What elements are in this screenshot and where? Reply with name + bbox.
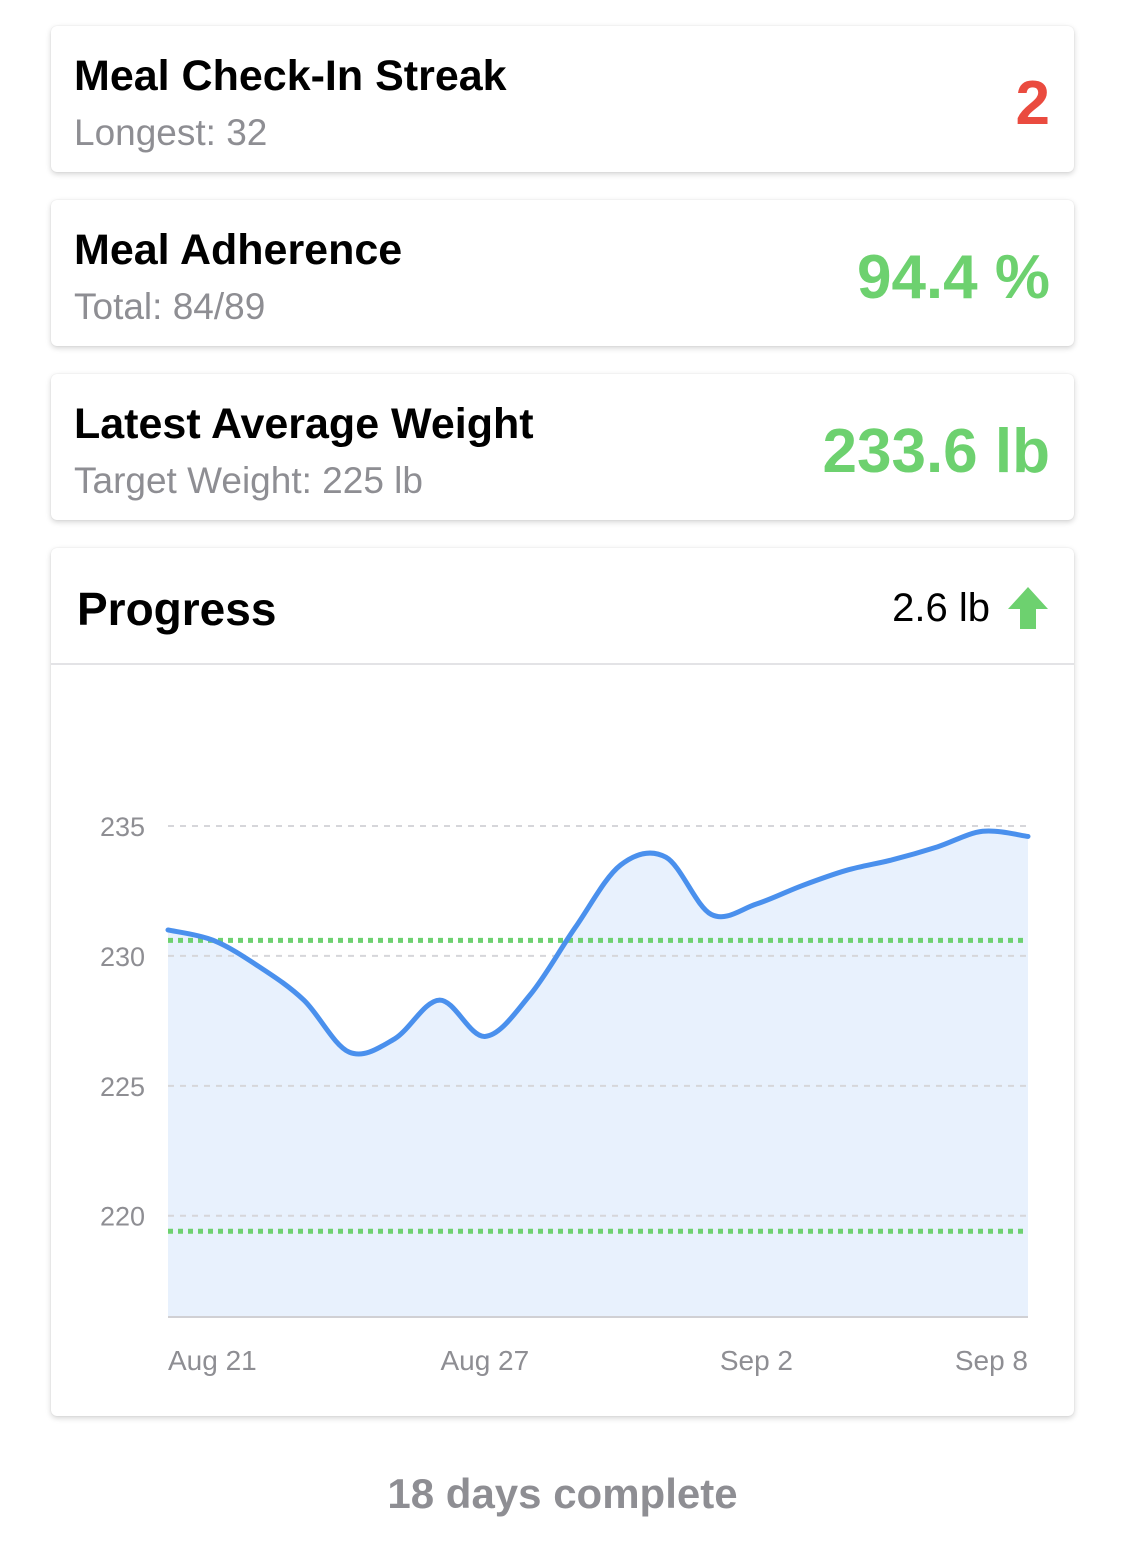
y-tick-label: 235 xyxy=(100,812,145,842)
x-tick-label: Sep 2 xyxy=(720,1345,793,1376)
adherence-value: 94.4 % xyxy=(856,243,1050,312)
weight-line xyxy=(165,828,1031,1057)
adherence-title: Meal Adherence xyxy=(74,226,403,274)
weight-title: Latest Average Weight xyxy=(74,400,534,448)
y-tick-label: 225 xyxy=(100,1072,145,1102)
target-weight: Target Weight: 225 lb xyxy=(74,460,423,501)
weight-value: 233.6 lb xyxy=(822,417,1050,486)
y-tick-label: 230 xyxy=(100,942,145,972)
streak-value: 2 xyxy=(1015,69,1050,138)
progress-title: Progress xyxy=(77,583,277,635)
x-tick-label: Aug 21 xyxy=(168,1345,257,1376)
x-tick-label: Aug 27 xyxy=(440,1345,529,1376)
x-tick-label: Sep 8 xyxy=(955,1345,1028,1376)
adherence-total: Total: 84/89 xyxy=(74,286,266,327)
streak-longest: Longest: 32 xyxy=(74,112,268,153)
y-tick-label: 220 xyxy=(100,1202,145,1232)
streak-card[interactable]: Meal Check-In Streak Longest: 32 2 xyxy=(51,26,1074,172)
weight-card[interactable]: Latest Average Weight Target Weight: 225… xyxy=(51,374,1074,520)
weight-area xyxy=(168,830,1028,1317)
progress-change: 2.6 lb xyxy=(892,584,1050,632)
adherence-card[interactable]: Meal Adherence Total: 84/89 94.4 % xyxy=(51,200,1074,346)
arrow-up-icon xyxy=(1008,587,1048,629)
progress-header: Progress 2.6 lb xyxy=(51,548,1074,665)
streak-title: Meal Check-In Streak xyxy=(74,52,507,100)
progress-change-value: 2.6 lb xyxy=(892,585,990,630)
weight-chart: 235 230 225 220 Aug 21 Aug 27 Sep 2 Sep 8 xyxy=(100,812,1031,1376)
progress-card[interactable]: Progress 2.6 lb 235 230 225 220 Aug 21 Aug 27… xyxy=(51,548,1074,1416)
days-complete: 18 days complete xyxy=(387,1470,738,1517)
